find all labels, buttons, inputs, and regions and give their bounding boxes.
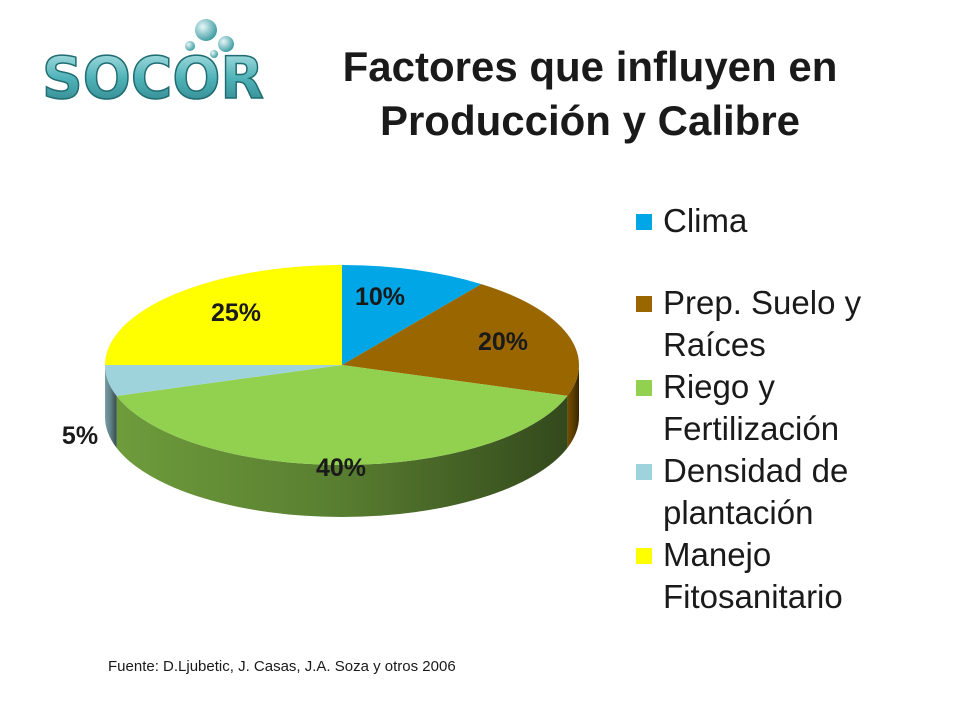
pie-slice-side <box>105 365 117 448</box>
logo-dot <box>185 41 195 51</box>
pie-sides <box>105 365 579 517</box>
page-title: Factores que influyen en Producción y Ca… <box>290 40 890 148</box>
legend-swatch <box>636 380 652 396</box>
legend-label: Densidad de plantación <box>663 452 849 531</box>
pie-slice <box>105 265 342 365</box>
pie-top <box>105 265 579 465</box>
data-label: 5% <box>62 422 98 450</box>
legend-label: Riego y Fertilización <box>663 368 840 447</box>
title-line-2: Producción y Calibre <box>379 97 801 144</box>
legend-swatch <box>636 464 652 480</box>
data-label: 25% <box>211 299 261 327</box>
socor-logo: SOCOR <box>41 19 265 108</box>
logo-dot <box>195 19 217 41</box>
legend-label: Manejo Fitosanitario <box>663 536 843 615</box>
logo-dot <box>210 50 218 58</box>
legend-swatch <box>636 296 652 312</box>
legend-swatch <box>636 548 652 564</box>
pie-slice-side <box>567 365 579 448</box>
legend-label: Clima <box>663 202 748 239</box>
pie-slice <box>116 365 568 465</box>
pie-slice <box>342 284 579 396</box>
data-label: 10% <box>355 283 405 311</box>
title-line-1: Factores que influyen en <box>342 43 838 90</box>
data-label: 20% <box>478 328 528 356</box>
pie-slice <box>105 365 342 396</box>
pie-slice-side <box>116 395 568 517</box>
logo-text: SOCOR <box>42 44 264 108</box>
legend-swatch <box>636 214 652 230</box>
legend-label: Prep. Suelo y Raíces <box>663 284 862 363</box>
source-note: Fuente: D.Ljubetic, J. Casas, J.A. Soza … <box>108 658 456 675</box>
logo-dot <box>218 36 234 52</box>
data-label: 40% <box>316 454 366 482</box>
pie-slice <box>342 265 482 365</box>
